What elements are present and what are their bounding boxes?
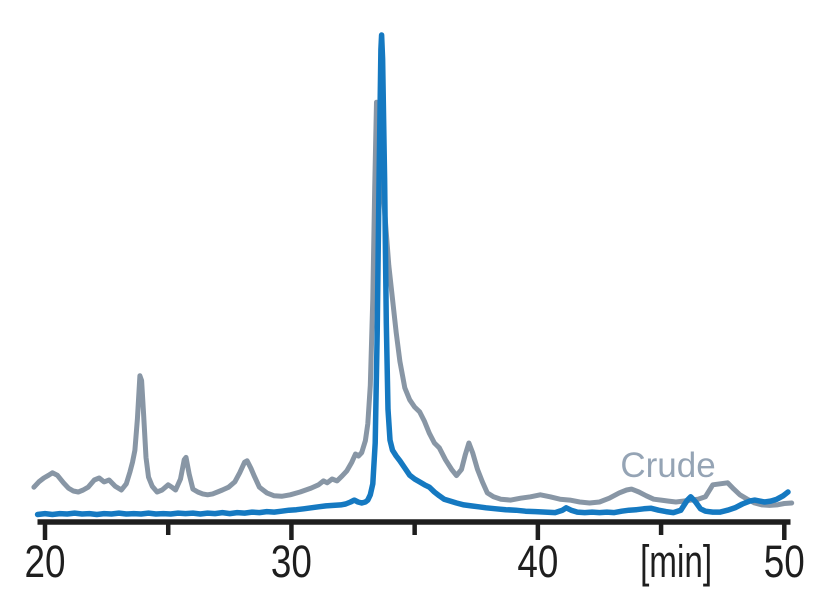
traces [31, 32, 795, 518]
x-tick-label-30: 30 [271, 536, 312, 587]
x-axis: 20 30 40 [min] 50 [25, 519, 805, 587]
trace-crude [31, 99, 795, 508]
series-label-crude: Crude [620, 446, 715, 485]
x-tick-label-20: 20 [25, 536, 66, 587]
x-tick-label-50: 50 [764, 536, 805, 587]
x-tick-label-40: 40 [517, 536, 558, 587]
x-tick-label-45: [min] [640, 536, 712, 587]
annotations: Crude [620, 446, 715, 485]
trace-blue-trace [34, 32, 791, 518]
